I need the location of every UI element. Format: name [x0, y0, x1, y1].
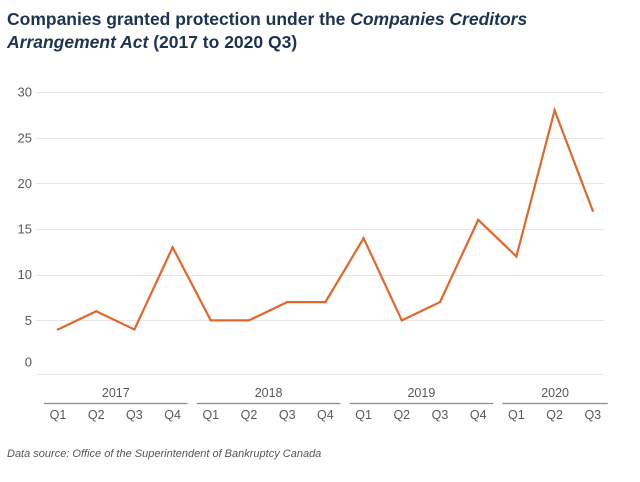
- x-tick-label-2018-Q1: Q1: [202, 408, 219, 422]
- x-tick-label-2018-Q2: Q2: [241, 408, 258, 422]
- data-point: [591, 209, 594, 212]
- x-tick-label-2018-Q4: Q4: [317, 408, 334, 422]
- chart-title: Companies granted protection under the C…: [7, 8, 627, 54]
- x-tick-label-2018-Q3: Q3: [279, 408, 296, 422]
- year-group-label-2020: 2020: [541, 386, 569, 400]
- y-tick-label: 15: [18, 222, 32, 237]
- x-tick-label-2019-Q4: Q4: [470, 408, 487, 422]
- x-tick-label-2020-Q3: Q3: [584, 408, 601, 422]
- data-point: [56, 328, 60, 331]
- data-point: [133, 328, 136, 331]
- y-tick-label: 10: [18, 267, 32, 282]
- x-tick-label-2020-Q2: Q2: [546, 408, 563, 422]
- data-point: [209, 319, 212, 322]
- year-group-label-2019: 2019: [407, 386, 435, 400]
- title-part-1: Companies granted protection under the: [7, 9, 351, 29]
- data-point: [400, 319, 403, 322]
- data-point: [362, 236, 365, 240]
- data-source-note: Data source: Office of the Superintenden…: [7, 448, 322, 460]
- title-act-name: Companies Creditors Arrangement Act: [7, 9, 528, 52]
- y-axis-tick-labels: 0 5 10 15 20 25 30: [18, 85, 32, 370]
- x-tick-label-2017-Q1: Q1: [50, 408, 67, 422]
- data-point: [553, 109, 556, 112]
- x-tick-label-2017-Q3: Q3: [126, 408, 143, 422]
- data-point: [438, 300, 442, 304]
- title-part-3: (2017 to 2020 Q3): [148, 32, 298, 52]
- y-tick-label: 25: [18, 130, 32, 145]
- y-tick-label: 30: [18, 85, 32, 100]
- series-group: [56, 106, 594, 331]
- data-point: [324, 300, 327, 304]
- year-group-label-2018: 2018: [255, 386, 283, 400]
- y-tick-label: 20: [18, 176, 32, 191]
- x-tick-label-2019-Q3: Q3: [432, 408, 449, 422]
- x-tick-label-2020-Q1: Q1: [508, 408, 525, 422]
- x-tick-label-2017-Q2: Q2: [88, 408, 105, 422]
- data-point: [247, 319, 251, 322]
- x-axis: Q1 Q2 Q3 Q4 2017 Q1 Q2 Q3 Q4 2018 Q1 Q2 Q3 Q4 2019 Q1 Q2…: [44, 386, 608, 422]
- y-tick-label: 0: [25, 355, 32, 370]
- series-line: [57, 106, 594, 331]
- data-point: [286, 300, 289, 304]
- data-point: [515, 255, 518, 258]
- year-group-label-2017: 2017: [102, 386, 130, 400]
- x-tick-label-2019-Q2: Q2: [393, 408, 410, 422]
- data-point: [477, 218, 480, 222]
- data-point: [95, 310, 98, 313]
- x-tick-label-2019-Q1: Q1: [355, 408, 372, 422]
- x-tick-label-2017-Q4: Q4: [164, 408, 181, 422]
- data-point: [171, 246, 174, 249]
- y-tick-label: 5: [25, 313, 32, 328]
- gridlines: [36, 92, 604, 321]
